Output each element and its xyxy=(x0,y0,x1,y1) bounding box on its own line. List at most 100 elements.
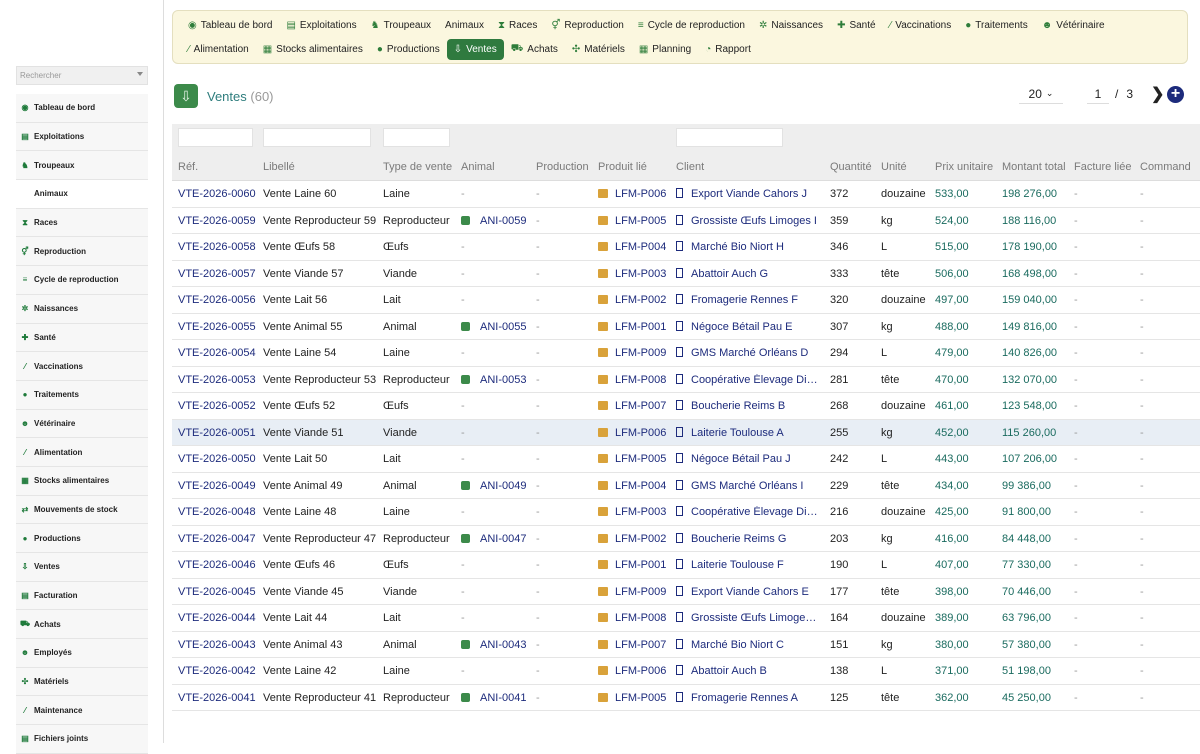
client-link[interactable]: Fromagerie Rennes A xyxy=(676,691,818,704)
produit-link[interactable]: LFM-P001 xyxy=(598,559,666,571)
nav-item[interactable]: ◔ Rapport xyxy=(698,39,758,60)
nav-item[interactable]: ♞ Troupeaux xyxy=(364,15,438,36)
column-header[interactable]: Command xyxy=(1140,161,1191,173)
table-row[interactable]: VTE-2026-0056 Vente Lait 56 Lait - - LFM-P002… xyxy=(172,287,1200,314)
ref-link[interactable]: VTE-2026-0052 xyxy=(178,400,256,412)
client-link[interactable]: Laiterie Toulouse A xyxy=(676,426,818,439)
ref-link[interactable]: VTE-2026-0043 xyxy=(178,639,256,651)
chevron-down-icon[interactable] xyxy=(137,72,143,76)
filter-ref-input[interactable] xyxy=(178,128,253,147)
ref-link[interactable]: VTE-2026-0042 xyxy=(178,665,256,677)
sidebar-item[interactable]: Animaux xyxy=(16,180,148,209)
column-header[interactable]: Type de vente xyxy=(383,161,453,173)
table-row[interactable]: VTE-2026-0041 Vente Reproducteur 41 Reprod… xyxy=(172,685,1200,711)
produit-link[interactable]: LFM-P002 xyxy=(598,294,666,306)
ref-link[interactable]: VTE-2026-0060 xyxy=(178,188,256,200)
produit-link[interactable]: LFM-P004 xyxy=(598,480,666,492)
animal-link[interactable]: ANI-0041 xyxy=(461,692,526,704)
column-header[interactable]: Montant total xyxy=(1002,161,1066,173)
table-row[interactable]: VTE-2026-0051 Vente Viande 51 Viande - - LFM-… xyxy=(172,419,1200,446)
client-link[interactable]: Boucherie Reims B xyxy=(676,400,818,412)
ref-link[interactable]: VTE-2026-0050 xyxy=(178,453,256,465)
sidebar-item[interactable]: ♞ Troupeaux xyxy=(16,151,148,181)
client-link[interactable]: GMS Marché Orléans I xyxy=(676,479,818,492)
sidebar-item[interactable]: ✚ Santé xyxy=(16,323,148,353)
column-header[interactable]: Animal xyxy=(461,161,495,173)
ref-link[interactable]: VTE-2026-0056 xyxy=(178,294,256,306)
produit-link[interactable]: LFM-P005 xyxy=(598,692,666,704)
ref-link[interactable]: VTE-2026-0041 xyxy=(178,692,256,704)
column-header[interactable]: Produit lié xyxy=(598,161,647,173)
column-header[interactable]: Unité xyxy=(881,161,907,173)
table-row[interactable]: VTE-2026-0049 Vente Animal 49 Animal ANI-00… xyxy=(172,473,1200,499)
filter-client-input[interactable] xyxy=(676,128,783,147)
table-row[interactable]: VTE-2026-0046 Vente Œufs 46 Œufs - - LFM-P001… xyxy=(172,552,1200,579)
next-page-icon[interactable]: ❯ xyxy=(1151,86,1165,103)
sidebar-item[interactable]: ⁄ Alimentation xyxy=(16,438,148,467)
sidebar-item[interactable]: ▤ Facturation xyxy=(16,581,148,611)
sidebar-item[interactable]: ⁄ Maintenance xyxy=(16,696,148,726)
sidebar-item[interactable]: ⧗ Races xyxy=(16,208,148,238)
nav-item[interactable]: ✲ Naissances xyxy=(752,15,830,36)
sidebar-item[interactable]: ● Productions xyxy=(16,524,148,553)
sidebar-item[interactable]: ⇩ Ventes xyxy=(16,553,148,582)
client-link[interactable]: Coopérative Élevage Dijon C xyxy=(676,373,818,386)
client-link[interactable]: Négoce Bétail Pau E xyxy=(676,320,818,333)
ref-link[interactable]: VTE-2026-0048 xyxy=(178,506,256,518)
sidebar-item[interactable]: ● Traitements xyxy=(16,380,148,410)
nav-item[interactable]: ● Traitements xyxy=(958,15,1034,36)
nav-item[interactable]: Animaux xyxy=(438,15,491,36)
page-number-input[interactable]: 1 xyxy=(1087,84,1109,104)
ref-link[interactable]: VTE-2026-0057 xyxy=(178,268,256,280)
client-link[interactable]: Export Viande Cahors J xyxy=(676,188,818,200)
client-link[interactable]: Grossiste Œufs Limoges D xyxy=(676,612,818,624)
table-row[interactable]: VTE-2026-0045 Vente Viande 45 Viande - - LFM-… xyxy=(172,579,1200,605)
sidebar-item[interactable]: ⇄ Mouvements de stock xyxy=(16,495,148,525)
sidebar-item[interactable]: ☻ Employés xyxy=(16,639,148,668)
produit-link[interactable]: LFM-P001 xyxy=(598,321,666,333)
table-row[interactable]: VTE-2026-0060 Vente Laine 60 Laine - - LFM-P0… xyxy=(172,181,1200,208)
column-header[interactable]: Quantité xyxy=(830,161,872,173)
nav-item[interactable]: ⇩ Ventes xyxy=(446,39,504,60)
produit-link[interactable]: LFM-P005 xyxy=(598,215,666,227)
column-header[interactable]: Facture liée xyxy=(1074,161,1132,173)
table-row[interactable]: VTE-2026-0054 Vente Laine 54 Laine - - LFM-P0… xyxy=(172,340,1200,367)
client-link[interactable]: Coopérative Élevage Dijon H xyxy=(676,506,818,518)
sidebar-item[interactable]: ◉ Tableau de bord xyxy=(16,94,148,123)
produit-link[interactable]: LFM-P006 xyxy=(598,188,666,200)
produit-link[interactable]: LFM-P009 xyxy=(598,347,666,359)
client-link[interactable]: Négoce Bétail Pau J xyxy=(676,453,818,465)
client-link[interactable]: Abattoir Auch G xyxy=(676,267,818,280)
table-row[interactable]: VTE-2026-0057 Vente Viande 57 Viande - - LFM-… xyxy=(172,261,1200,287)
client-link[interactable]: Marché Bio Niort H xyxy=(676,241,818,253)
produit-link[interactable]: LFM-P003 xyxy=(598,506,666,518)
table-row[interactable]: VTE-2026-0053 Vente Reproducteur 53 Reprod… xyxy=(172,367,1200,393)
per-page-select[interactable]: 20 ⌄ xyxy=(1019,84,1063,104)
sidebar-item[interactable]: ⚥ Reproduction xyxy=(16,237,148,267)
sidebar-item[interactable]: ✣ Matériels xyxy=(16,667,148,697)
nav-item[interactable]: ≡ Cycle de reproduction xyxy=(631,15,752,36)
client-link[interactable]: Export Viande Cahors E xyxy=(676,585,818,598)
column-header[interactable]: Prix unitaire xyxy=(935,161,994,173)
client-link[interactable]: Grossiste Œufs Limoges I xyxy=(676,214,818,227)
sidebar-item[interactable]: ▤ Exploitations xyxy=(16,122,148,152)
produit-link[interactable]: LFM-P007 xyxy=(598,400,666,412)
produit-link[interactable]: LFM-P006 xyxy=(598,427,666,439)
produit-link[interactable]: LFM-P008 xyxy=(598,612,666,624)
nav-item[interactable]: ✚ Santé xyxy=(830,15,883,36)
animal-link[interactable]: ANI-0055 xyxy=(461,321,526,333)
nav-item[interactable]: ◉ Tableau de bord xyxy=(181,15,279,36)
produit-link[interactable]: LFM-P009 xyxy=(598,586,666,598)
table-row[interactable]: VTE-2026-0044 Vente Lait 44 Lait - - LFM-P008… xyxy=(172,605,1200,632)
produit-link[interactable]: LFM-P002 xyxy=(598,533,666,545)
table-row[interactable]: VTE-2026-0055 Vente Animal 55 Animal ANI-00… xyxy=(172,314,1200,340)
table-row[interactable]: VTE-2026-0050 Vente Lait 50 Lait - - LFM-P005… xyxy=(172,446,1200,473)
sidebar-item[interactable]: ▤ Fichiers joints xyxy=(16,725,148,754)
sidebar-item[interactable]: ≡ Cycle de reproduction xyxy=(16,266,148,295)
sidebar-item[interactable]: ☻ Vétérinaire xyxy=(16,409,148,439)
nav-item[interactable]: ☻ Vétérinaire xyxy=(1035,15,1112,36)
produit-link[interactable]: LFM-P007 xyxy=(598,639,666,651)
ref-link[interactable]: VTE-2026-0059 xyxy=(178,215,256,227)
nav-item[interactable]: ⁄ Alimentation xyxy=(181,39,256,60)
ref-link[interactable]: VTE-2026-0054 xyxy=(178,347,256,359)
